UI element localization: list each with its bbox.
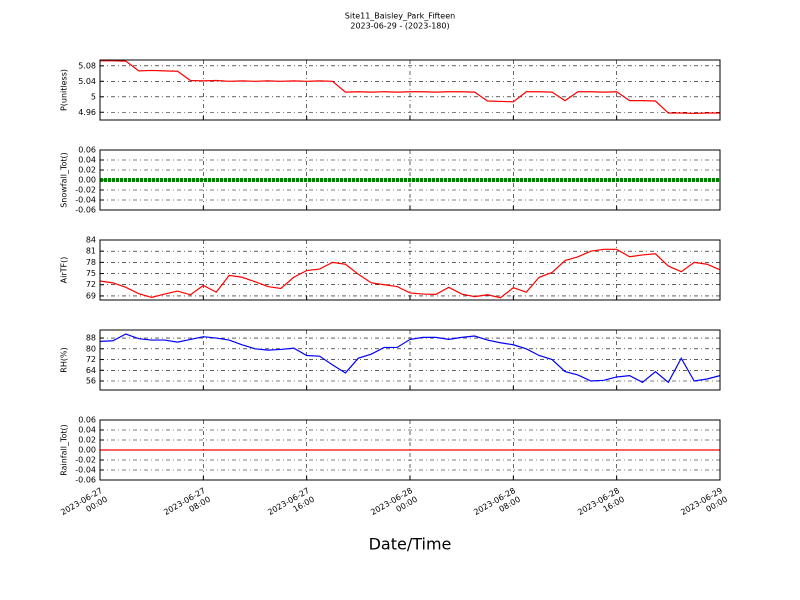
y-tick-label: 81 xyxy=(86,247,96,256)
plot-frame xyxy=(99,419,721,481)
data-line xyxy=(99,333,721,384)
y-axis-label: AirTF() xyxy=(60,257,69,284)
plot-frame xyxy=(99,239,721,301)
y-tick-label: -0.04 xyxy=(75,196,96,205)
y-axis-label: Rainfall_Tot() xyxy=(60,424,69,476)
y-tick-label: 88 xyxy=(86,334,96,343)
y-tick-label: 78 xyxy=(86,258,96,267)
chart-subtitle: 2023-06-29 - (2023-180) xyxy=(350,22,449,31)
y-tick-label: 0.00 xyxy=(78,176,96,185)
plot-frame xyxy=(99,59,721,121)
plot-frame xyxy=(99,329,721,391)
y-tick-label: 84 xyxy=(86,236,96,245)
y-tick-label: 72 xyxy=(86,355,96,364)
y-axis-label: Snowfall_Tot() xyxy=(60,152,69,208)
x-axis-label: Date/Time xyxy=(369,535,452,554)
y-tick-label: 80 xyxy=(86,344,96,353)
y-tick-label: 0.00 xyxy=(78,446,96,455)
y-tick-label: 4.96 xyxy=(78,108,96,117)
y-tick-label: 0.06 xyxy=(78,416,96,425)
y-tick-label: 0.02 xyxy=(78,436,96,445)
y-tick-label: 5 xyxy=(91,92,96,101)
y-tick-label: -0.06 xyxy=(75,476,96,485)
plot-frame xyxy=(99,149,721,211)
chart-title: Site11_Baisley_Park_Fifteen xyxy=(345,12,455,21)
y-tick-label: -0.04 xyxy=(75,466,96,475)
y-tick-label: -0.02 xyxy=(75,456,96,465)
y-tick-label: 56 xyxy=(86,377,96,386)
y-tick-label: 5.04 xyxy=(78,77,96,86)
y-tick-label: -0.02 xyxy=(75,186,96,195)
y-tick-label: 0.06 xyxy=(78,146,96,155)
y-tick-label: 0.04 xyxy=(78,426,96,435)
y-tick-label: 69 xyxy=(86,291,96,300)
data-line xyxy=(100,60,720,115)
y-tick-label: 0.02 xyxy=(78,166,96,175)
data-line xyxy=(99,248,721,299)
y-tick-label: 0.04 xyxy=(78,156,96,165)
y-tick-label: 75 xyxy=(86,269,96,278)
y-axis-label: P(unitless) xyxy=(60,69,69,111)
y-tick-label: 5.08 xyxy=(78,61,96,70)
y-axis-label: RH(%) xyxy=(60,347,69,372)
y-tick-label: 72 xyxy=(86,280,96,289)
y-tick-label: -0.06 xyxy=(75,206,96,215)
y-tick-label: 64 xyxy=(86,366,96,375)
